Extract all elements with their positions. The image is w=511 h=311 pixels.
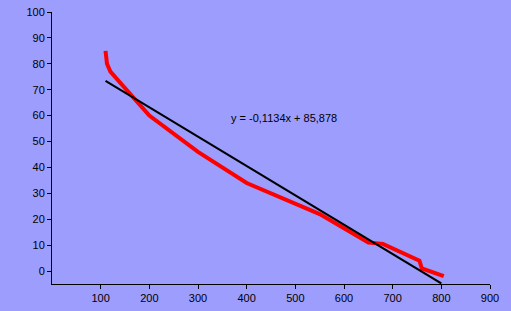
- svg-text:200: 200: [140, 292, 158, 304]
- svg-text:900: 900: [481, 292, 499, 304]
- svg-text:100: 100: [26, 6, 44, 18]
- svg-text:600: 600: [335, 292, 353, 304]
- svg-text:70: 70: [33, 84, 45, 96]
- svg-text:300: 300: [189, 292, 207, 304]
- svg-text:10: 10: [33, 239, 45, 251]
- svg-text:40: 40: [33, 161, 45, 173]
- svg-text:500: 500: [286, 292, 304, 304]
- svg-text:700: 700: [383, 292, 401, 304]
- svg-text:100: 100: [91, 292, 109, 304]
- svg-text:20: 20: [33, 213, 45, 225]
- svg-text:60: 60: [33, 109, 45, 121]
- svg-text:80: 80: [33, 58, 45, 70]
- svg-text:50: 50: [33, 135, 45, 147]
- svg-text:30: 30: [33, 187, 45, 199]
- svg-text:y = -0,1134x + 85,878: y = -0,1134x + 85,878: [231, 112, 337, 124]
- svg-text:0: 0: [39, 265, 45, 277]
- svg-text:800: 800: [432, 292, 450, 304]
- svg-text:400: 400: [237, 292, 255, 304]
- svg-text:90: 90: [33, 32, 45, 44]
